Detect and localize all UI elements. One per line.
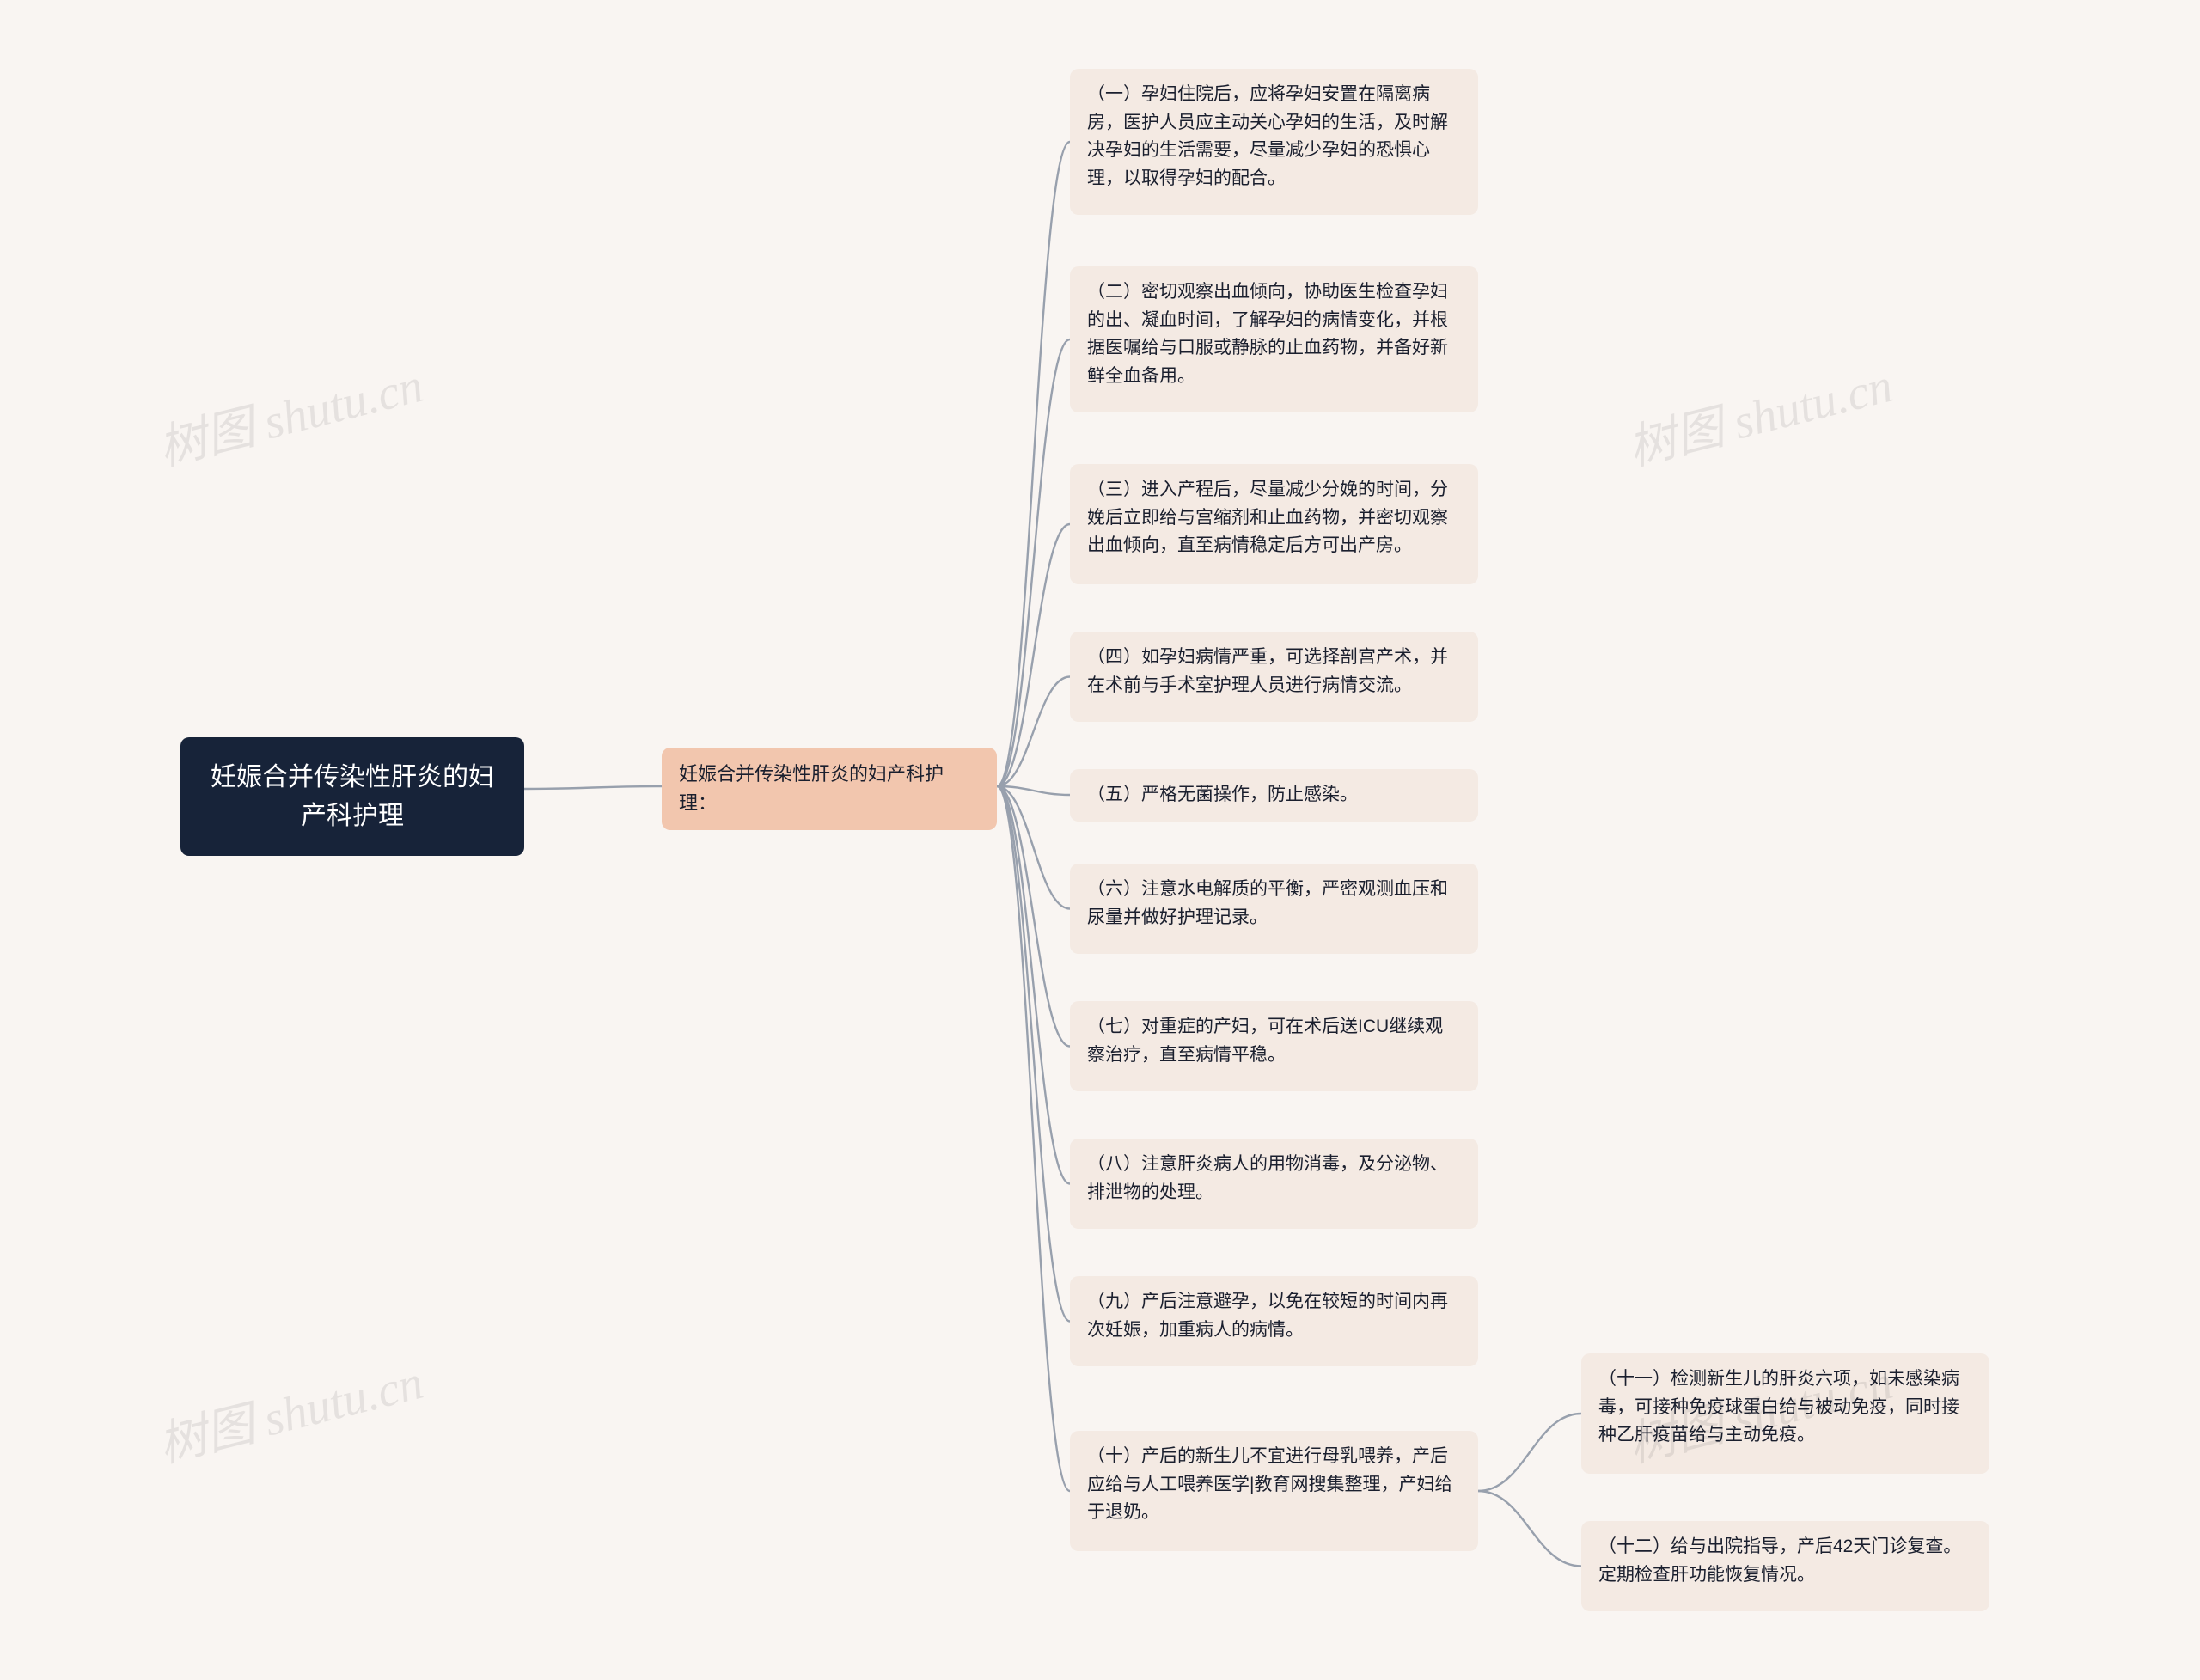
level3-node-2[interactable]: （十二）给与出院指导，产后42天门诊复查。定期检查肝功能恢复情况。: [1581, 1521, 1989, 1611]
level1-label: 妊娠合并传染性肝炎的妇产科护理：: [679, 763, 944, 814]
watermark: 树图 shutu.cn: [150, 1343, 429, 1476]
level2-node-7[interactable]: （七）对重症的产妇，可在术后送ICU继续观察治疗，直至病情平稳。: [1070, 1001, 1478, 1091]
watermark: 树图 shutu.cn: [1620, 346, 1898, 480]
level2-node-1[interactable]: （一）孕妇住院后，应将孕妇安置在隔离病房，医护人员应主动关心孕妇的生活，及时解决…: [1070, 69, 1478, 215]
level2-label: （四）如孕妇病情严重，可选择剖宫产术，并在术前与手术室护理人员进行病情交流。: [1087, 647, 1448, 695]
level2-node-5[interactable]: （五）严格无菌操作，防止感染。: [1070, 769, 1478, 822]
level2-node-4[interactable]: （四）如孕妇病情严重，可选择剖宫产术，并在术前与手术室护理人员进行病情交流。: [1070, 632, 1478, 722]
level2-label: （一）孕妇住院后，应将孕妇安置在隔离病房，医护人员应主动关心孕妇的生活，及时解决…: [1087, 84, 1448, 188]
root-label: 妊娠合并传染性肝炎的妇产科护理: [211, 763, 494, 830]
level1-node[interactable]: 妊娠合并传染性肝炎的妇产科护理：: [662, 748, 997, 830]
level2-label: （三）进入产程后，尽量减少分娩的时间，分娩后立即给与宫缩剂和止血药物，并密切观察…: [1087, 480, 1448, 555]
level3-label: （十二）给与出院指导，产后42天门诊复查。定期检查肝功能恢复情况。: [1598, 1536, 1961, 1585]
level2-label: （五）严格无菌操作，防止感染。: [1087, 785, 1358, 804]
level3-label: （十一）检测新生儿的肝炎六项，如未感染病毒，可接种免疫球蛋白给与被动免疫，同时接…: [1598, 1369, 1959, 1445]
level2-node-3[interactable]: （三）进入产程后，尽量减少分娩的时间，分娩后立即给与宫缩剂和止血药物，并密切观察…: [1070, 464, 1478, 584]
level3-node-1[interactable]: （十一）检测新生儿的肝炎六项，如未感染病毒，可接种免疫球蛋白给与被动免疫，同时接…: [1581, 1353, 1989, 1474]
root-node[interactable]: 妊娠合并传染性肝炎的妇产科护理: [180, 737, 524, 856]
level2-label: （九）产后注意避孕，以免在较短的时间内再次妊娠，加重病人的病情。: [1087, 1292, 1448, 1340]
level2-node-9[interactable]: （九）产后注意避孕，以免在较短的时间内再次妊娠，加重病人的病情。: [1070, 1276, 1478, 1366]
level2-node-6[interactable]: （六）注意水电解质的平衡，严密观测血压和尿量并做好护理记录。: [1070, 864, 1478, 954]
level2-label: （六）注意水电解质的平衡，严密观测血压和尿量并做好护理记录。: [1087, 879, 1448, 927]
level2-node-10[interactable]: （十）产后的新生儿不宜进行母乳喂养，产后应给与人工喂养医学|教育网搜集整理，产妇…: [1070, 1431, 1478, 1551]
level2-label: （八）注意肝炎病人的用物消毒，及分泌物、排泄物的处理。: [1087, 1154, 1448, 1202]
level2-label: （二）密切观察出血倾向，协助医生检查孕妇的出、凝血时间，了解孕妇的病情变化，并根…: [1087, 282, 1448, 386]
level2-node-8[interactable]: （八）注意肝炎病人的用物消毒，及分泌物、排泄物的处理。: [1070, 1139, 1478, 1229]
level2-node-2[interactable]: （二）密切观察出血倾向，协助医生检查孕妇的出、凝血时间，了解孕妇的病情变化，并根…: [1070, 266, 1478, 412]
watermark: 树图 shutu.cn: [150, 346, 429, 480]
level2-label: （十）产后的新生儿不宜进行母乳喂养，产后应给与人工喂养医学|教育网搜集整理，产妇…: [1087, 1446, 1452, 1522]
level2-label: （七）对重症的产妇，可在术后送ICU继续观察治疗，直至病情平稳。: [1087, 1017, 1443, 1065]
